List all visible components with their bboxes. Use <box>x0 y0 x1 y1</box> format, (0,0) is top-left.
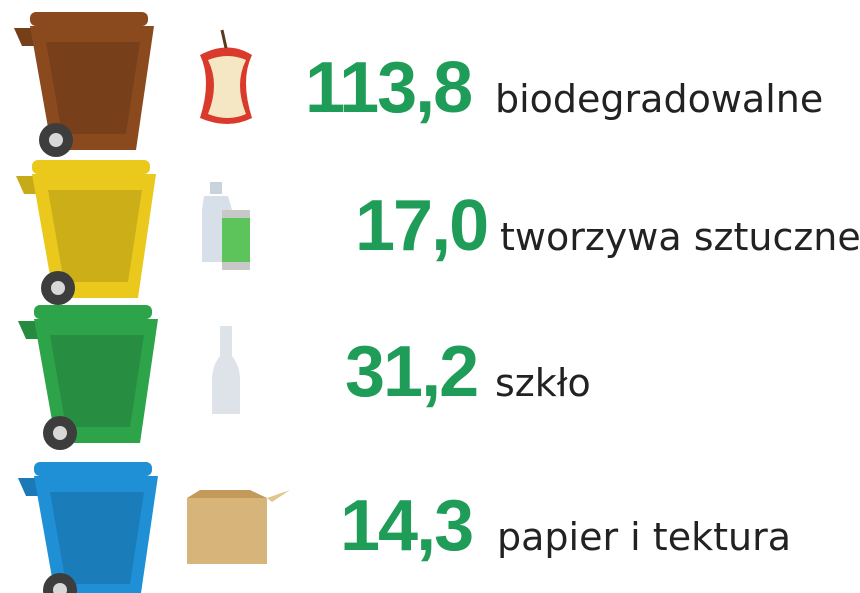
value: 31,2 <box>345 332 477 412</box>
box-icon <box>187 490 290 564</box>
label: tworzywa sztuczne <box>500 215 860 259</box>
page: {"items": [ {"value": "113,8", "label": … <box>0 0 860 593</box>
infographic: 113,8 biodegradowalne 17,0 tworzywa sztu… <box>0 0 860 593</box>
bin-yellow <box>16 160 156 305</box>
bin-blue <box>18 462 158 593</box>
value: 113,8 <box>305 48 471 128</box>
bin-green <box>18 305 158 450</box>
plastic-icon <box>202 182 250 270</box>
value: 17,0 <box>355 186 487 266</box>
value: 14,3 <box>340 486 472 566</box>
label: biodegradowalne <box>495 77 823 121</box>
label: szkło <box>495 361 591 405</box>
apple-icon <box>200 30 252 124</box>
glass-icon <box>212 326 240 414</box>
bin-brown <box>14 12 154 157</box>
label: papier i tektura <box>497 515 791 559</box>
